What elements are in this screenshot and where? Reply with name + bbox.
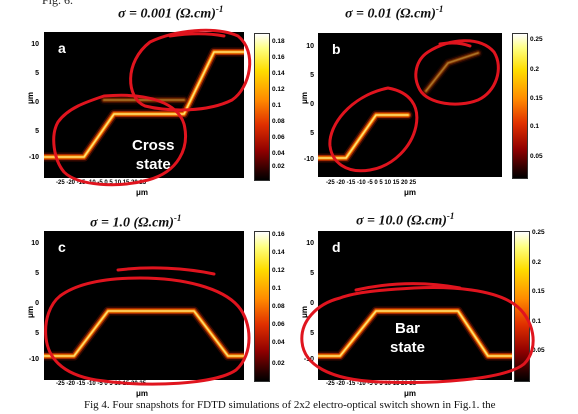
panel-c-xlabel: μm — [136, 389, 149, 398]
panel-a-cb-tick: 0.12 — [272, 86, 285, 93]
panel-b-cb-tick: 0.1 — [530, 123, 540, 130]
panel-b-ytick: 5 — [310, 130, 314, 137]
panel-c-xticks: -25 -20 -15 -10 -5 0 5 10 15 20 25 — [56, 381, 147, 387]
panel-d-title-sup: -1 — [446, 211, 455, 221]
panel-d-xlabel: μm — [404, 389, 417, 398]
panel-c-title: σ = 1.0 (Ω.cm)-1 — [90, 213, 181, 232]
panel-c-ytick: 10 — [31, 240, 39, 247]
panel-b-heatmap: b — [318, 33, 502, 177]
panel-b-title-sup: -1 — [435, 4, 444, 14]
panel-a-heatmap: a Cross state — [44, 32, 244, 178]
panel-c-ylabel: μm — [26, 305, 35, 318]
figure-caption: Fig 4. Four snapshots for FDTD simulatio… — [84, 399, 496, 411]
panel-a-cb-tick: 0.04 — [272, 150, 285, 157]
panel-d-annotation: Bar state — [390, 319, 425, 357]
panel-a-xlabel: μm — [136, 188, 149, 197]
figure-top-text: Fig. 6. — [42, 0, 74, 7]
panel-d-title: σ = 10.0 (Ω.cm)-1 — [356, 211, 454, 230]
panel-c-cb-tick: 0.16 — [272, 231, 285, 238]
panel-a-ytick: -10 — [28, 154, 39, 161]
panel-a-colorbar — [254, 33, 270, 181]
panel-a-title-text: σ = 0.001 (Ω.cm) — [118, 6, 216, 22]
panel-c-cb-tick: 0.04 — [272, 339, 285, 346]
waveguide-path — [318, 113, 410, 160]
panel-a-cb-tick: 0.18 — [272, 38, 285, 45]
panel-b-colorbar — [512, 33, 528, 179]
panel-d-colorbar — [514, 231, 530, 382]
panel-c-title-text: σ = 1.0 (Ω.cm) — [90, 215, 174, 231]
panel-b-field-plot — [318, 48, 483, 163]
panel-b-cb-tick: 0.05 — [530, 153, 543, 160]
waveguide-path — [423, 50, 481, 94]
panel-d-ytick: 0 — [310, 300, 314, 307]
panel-b-ytick: 10 — [306, 43, 314, 50]
panel-d-cb-tick: 0.05 — [532, 347, 545, 354]
panel-b-title: σ = 0.01 (Ω.cm)-1 — [345, 4, 443, 23]
annotation-line: state — [390, 339, 426, 356]
panel-d-xticks: -25 -20 -15 -10 -5 0 5 10 15 20 25 — [326, 381, 417, 387]
annotation-line: state — [135, 156, 171, 173]
panel-a-cb-tick: 0.06 — [272, 134, 285, 141]
panel-c-cb-tick: 0.06 — [272, 321, 285, 328]
panel-b-cb-tick: 0.2 — [530, 66, 540, 73]
panel-b-title-text: σ = 0.01 (Ω.cm) — [345, 6, 436, 22]
panel-d-cb-tick: 0.2 — [532, 259, 542, 266]
panel-a-annotation: Cross state — [132, 136, 175, 174]
panel-a-ytick: 10 — [31, 41, 39, 48]
panel-d-cb-tick: 0.15 — [532, 288, 545, 295]
panel-d-cb-tick: 0.1 — [532, 318, 542, 325]
panel-a-xticks: -25 -20 -15 -10 -5 0 5 10 15 20 25 — [56, 180, 147, 186]
panel-c-colorbar — [254, 231, 270, 382]
panel-c-ytick: 5 — [35, 270, 39, 277]
panel-a-ytick: 0 — [35, 99, 39, 106]
panel-c-cb-tick: 0.02 — [272, 360, 285, 367]
panel-a-cb-tick: 0.14 — [272, 70, 285, 77]
panel-a-cb-tick: 0.02 — [272, 163, 285, 170]
panel-a-cb-tick: 0.16 — [272, 54, 285, 61]
panel-a-ytick: 5 — [35, 70, 39, 77]
panel-a-title: σ = 0.001 (Ω.cm)-1 — [118, 4, 223, 23]
panel-c-ytick: 5 — [35, 330, 39, 337]
panel-c-heatmap: c — [44, 231, 244, 380]
panel-d-ytick: 5 — [310, 330, 314, 337]
panel-a-cb-tick: 0.08 — [272, 118, 285, 125]
panel-d-ylabel: μm — [300, 305, 309, 318]
panel-c-cb-tick: 0.08 — [272, 303, 285, 310]
panel-b-ytick: 5 — [310, 72, 314, 79]
panel-d-field-plot — [318, 306, 512, 361]
panel-c-title-sup: -1 — [173, 213, 182, 223]
panel-a-cb-tick: 0.1 — [272, 102, 282, 109]
panel-d-title-text: σ = 10.0 (Ω.cm) — [356, 213, 447, 229]
panel-d-ytick: 10 — [306, 240, 314, 247]
panel-b-label: b — [332, 41, 341, 57]
panel-c-field-plot — [44, 306, 244, 361]
panel-d-heatmap: d Bar state — [318, 231, 512, 380]
panel-a-title-sup: -1 — [215, 4, 224, 14]
panel-b-cb-tick: 0.15 — [530, 95, 543, 102]
panel-c-label: c — [58, 239, 66, 255]
panel-c-cb-tick: 0.14 — [272, 249, 285, 256]
panel-d-cb-tick: 0.25 — [532, 229, 545, 236]
panel-b-xticks: -25 -20 -15 -10 -5 0 5 10 15 20 25 — [326, 180, 417, 186]
annotation-line: Bar — [395, 320, 421, 337]
annotation-line: Cross — [132, 137, 175, 154]
panel-b-ytick: 0 — [310, 101, 314, 108]
panel-c-ytick: 0 — [35, 300, 39, 307]
panel-a-label: a — [58, 40, 66, 56]
panel-c-cb-tick: 0.1 — [272, 285, 282, 292]
panel-b-cb-tick: 0.25 — [530, 36, 543, 43]
panel-b-ytick: -10 — [303, 156, 314, 163]
panel-c-ytick: -10 — [28, 356, 39, 363]
panel-d-label: d — [332, 239, 341, 255]
panel-b-xlabel: μm — [404, 188, 417, 197]
panel-d-ytick: 5 — [310, 270, 314, 277]
panel-d-ytick: -10 — [303, 356, 314, 363]
panel-a-ytick: 5 — [35, 128, 39, 135]
panel-c-cb-tick: 0.12 — [272, 267, 285, 274]
